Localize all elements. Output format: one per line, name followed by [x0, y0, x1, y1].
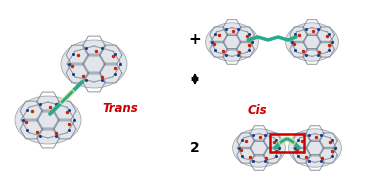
- Ellipse shape: [61, 40, 127, 88]
- Ellipse shape: [15, 96, 81, 144]
- Ellipse shape: [206, 23, 259, 61]
- Text: +: +: [189, 33, 201, 47]
- Ellipse shape: [288, 129, 341, 167]
- Ellipse shape: [286, 23, 338, 61]
- Ellipse shape: [232, 129, 285, 167]
- Text: Cis: Cis: [248, 103, 268, 116]
- Text: Trans: Trans: [102, 102, 138, 114]
- Text: 2: 2: [190, 141, 200, 155]
